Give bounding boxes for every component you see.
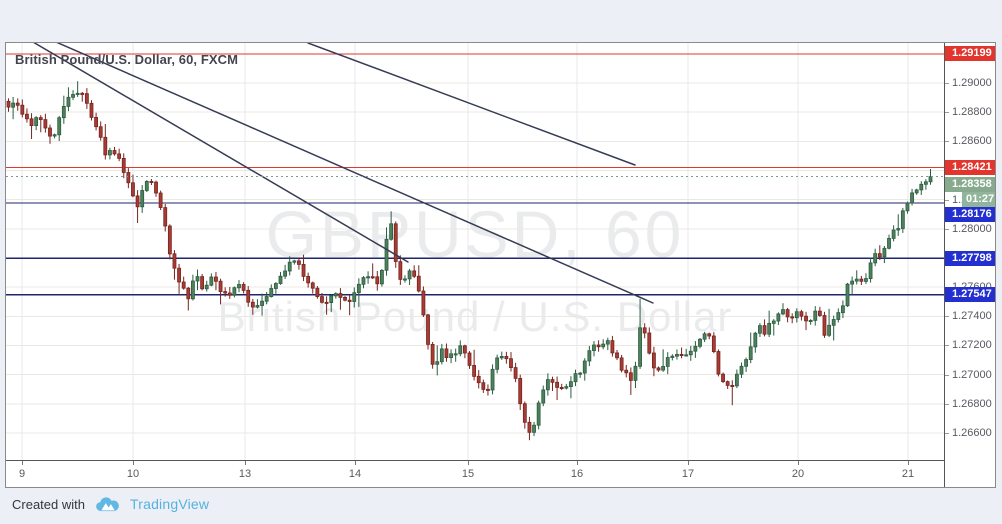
y-axis-tick-label: 1.26800	[952, 398, 992, 410]
plot-area[interactable]	[6, 43, 944, 460]
x-axis-tick-label: 17	[682, 468, 694, 480]
y-axis-tick-mark	[945, 229, 949, 230]
x-axis-tick-label: 13	[239, 468, 251, 480]
x-axis-tick-label: 9	[19, 468, 25, 480]
price-level-badge: 1.27798	[945, 251, 995, 266]
x-axis-tick-mark	[245, 461, 246, 465]
created-with-label: Created with	[12, 497, 85, 512]
tradingview-logo-icon	[94, 496, 121, 513]
x-axis-tick-mark	[688, 461, 689, 465]
price-level-badge: 1.28421	[945, 160, 995, 175]
x-axis-tick-mark	[798, 461, 799, 465]
x-axis-tick-label: 10	[127, 468, 139, 480]
bar-countdown-badge: 01:27	[962, 192, 995, 207]
y-axis-tick-label: 1.28000	[952, 223, 992, 235]
y-axis-tick-mark	[945, 112, 949, 113]
x-axis-tick-mark	[133, 461, 134, 465]
time-axis[interactable]: 9 10 13 14 15 16 17 20 21	[6, 461, 944, 487]
x-axis-tick-mark	[577, 461, 578, 465]
x-axis-tick-mark	[908, 461, 909, 465]
x-axis-tick-mark	[468, 461, 469, 465]
chart-widget: GBPUSD, 60 British Pound / U.S. Dollar B…	[5, 42, 996, 488]
y-axis-tick-mark	[945, 83, 949, 84]
y-axis-tick-mark	[945, 375, 949, 376]
y-axis-tick-label: 1.28600	[952, 135, 992, 147]
x-axis-tick-label: 20	[792, 468, 804, 480]
y-axis-tick-label: 1.27200	[952, 339, 992, 351]
price-level-badge: 1.28176	[945, 207, 995, 222]
credit-bar: Created with TradingView	[12, 494, 209, 514]
y-axis-tick-label: 1.26600	[952, 427, 992, 439]
trendline[interactable]	[308, 43, 635, 165]
y-axis-tick-label: 1.27400	[952, 310, 992, 322]
tradingview-chart-screenshot: { "page": { "background": "#ecf0f6", "cr…	[0, 0, 1002, 524]
x-axis-tick-label: 21	[902, 468, 914, 480]
x-axis-tick-label: 15	[462, 468, 474, 480]
plot-area-wrap: GBPUSD, 60 British Pound / U.S. Dollar	[6, 43, 944, 460]
x-axis-tick-mark	[355, 461, 356, 465]
y-axis-tick-mark	[945, 345, 949, 346]
x-axis-tick-label: 16	[571, 468, 583, 480]
x-axis-tick-mark	[22, 461, 23, 465]
y-axis-tick-mark	[945, 141, 949, 142]
y-axis-tick-mark	[945, 404, 949, 405]
symbol-title: British Pound/U.S. Dollar, 60, FXCM	[15, 52, 238, 67]
price-axis[interactable]: 1.290001.288001.286001.282001.280001.276…	[945, 43, 995, 487]
price-level-badge: 1.29199	[945, 46, 995, 61]
y-axis-tick-label: 1.28800	[952, 106, 992, 118]
tradingview-link[interactable]: TradingView	[130, 496, 209, 512]
y-axis-tick-mark	[945, 316, 949, 317]
y-axis-tick-label: 1.29000	[952, 77, 992, 89]
price-level-badge: 1.27547	[945, 287, 995, 302]
y-axis-tick-mark	[945, 433, 949, 434]
y-axis-tick-label: 1.27000	[952, 369, 992, 381]
x-axis-tick-label: 14	[349, 468, 361, 480]
last-price-badge: 1.28358	[945, 177, 995, 192]
y-axis-tick-mark	[945, 200, 949, 201]
